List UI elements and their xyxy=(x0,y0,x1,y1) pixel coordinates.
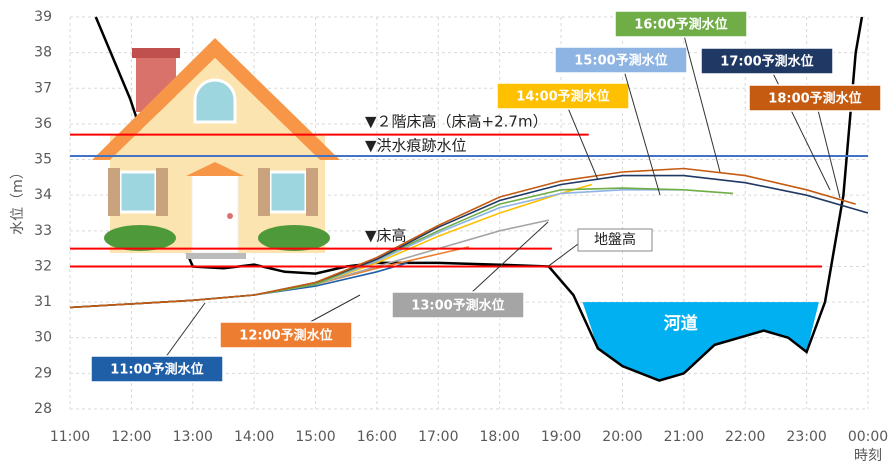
leader-line xyxy=(457,221,549,306)
label-box xyxy=(748,84,882,112)
ground-line xyxy=(94,16,864,382)
label-box xyxy=(90,355,224,383)
x-tick-label: 00:00 xyxy=(848,429,888,445)
x-tick-label: 14:00 xyxy=(234,429,274,445)
x-tick-label: 16:00 xyxy=(357,429,397,445)
forecast-line xyxy=(69,167,856,309)
y-tick-label: 36 xyxy=(34,116,52,132)
x-axis-label: 時刻 xyxy=(854,448,882,464)
leader-line xyxy=(680,23,721,173)
label-box xyxy=(496,82,630,110)
y-tick-label: 39 xyxy=(34,9,52,25)
legend-label: 17:00予測水位 xyxy=(720,54,813,70)
x-tick-label: 19:00 xyxy=(541,429,581,445)
legend-label: 15:00予測水位 xyxy=(574,53,667,69)
legend-label: 14:00予測水位 xyxy=(516,89,609,105)
x-tick-label: 20:00 xyxy=(602,429,642,445)
reference-label: ▼２階床高（床高+2.7m） xyxy=(365,113,548,131)
legend-label: 13:00予測水位 xyxy=(411,298,504,314)
legend-label: 16:00予測水位 xyxy=(634,17,727,33)
y-tick-label: 37 xyxy=(34,80,52,96)
river-label: 河道 xyxy=(664,313,698,334)
label-box xyxy=(577,228,653,252)
y-tick-label: 33 xyxy=(34,223,52,239)
leader-line xyxy=(766,60,831,191)
y-tick-label: 32 xyxy=(34,258,52,274)
x-tick-label: 21:00 xyxy=(664,429,704,445)
y-tick-label: 29 xyxy=(34,365,52,381)
reference-label: 地盤高 xyxy=(594,231,636,248)
y-tick-label: 30 xyxy=(34,330,52,346)
x-tick-label: 13:00 xyxy=(173,429,213,445)
y-tick-label: 34 xyxy=(34,187,52,203)
label-box xyxy=(391,291,525,319)
x-tick-label: 15:00 xyxy=(295,429,335,445)
y-axis-label: 水位（m） xyxy=(10,165,26,235)
label-box xyxy=(554,46,688,74)
river-channel xyxy=(582,302,819,381)
x-tick-label: 23:00 xyxy=(786,429,826,445)
x-tick-label: 12:00 xyxy=(111,429,151,445)
x-tick-label: 11:00 xyxy=(50,429,90,445)
label-box xyxy=(614,10,748,38)
x-tick-label: 17:00 xyxy=(418,429,458,445)
leader-line xyxy=(547,243,579,267)
legend-label: 11:00予測水位 xyxy=(110,362,203,378)
legend-label: 12:00予測水位 xyxy=(239,328,332,344)
leader-line xyxy=(814,97,841,199)
y-tick-label: 31 xyxy=(34,294,52,310)
house-illustration xyxy=(92,38,340,259)
x-tick-label: 18:00 xyxy=(480,429,520,445)
label-box xyxy=(219,321,353,349)
leader-line xyxy=(620,59,661,196)
leader-line xyxy=(562,95,599,181)
y-tick-label: 35 xyxy=(34,152,52,168)
x-tick-label: 22:00 xyxy=(725,429,765,445)
reference-label: ▼床高 xyxy=(365,227,407,245)
y-tick-label: 28 xyxy=(34,401,52,417)
legend-label: 18:00予測水位 xyxy=(768,91,861,107)
reference-label: ▼洪水痕跡水位 xyxy=(365,137,467,155)
y-tick-label: 38 xyxy=(34,45,52,61)
label-box xyxy=(700,47,834,75)
